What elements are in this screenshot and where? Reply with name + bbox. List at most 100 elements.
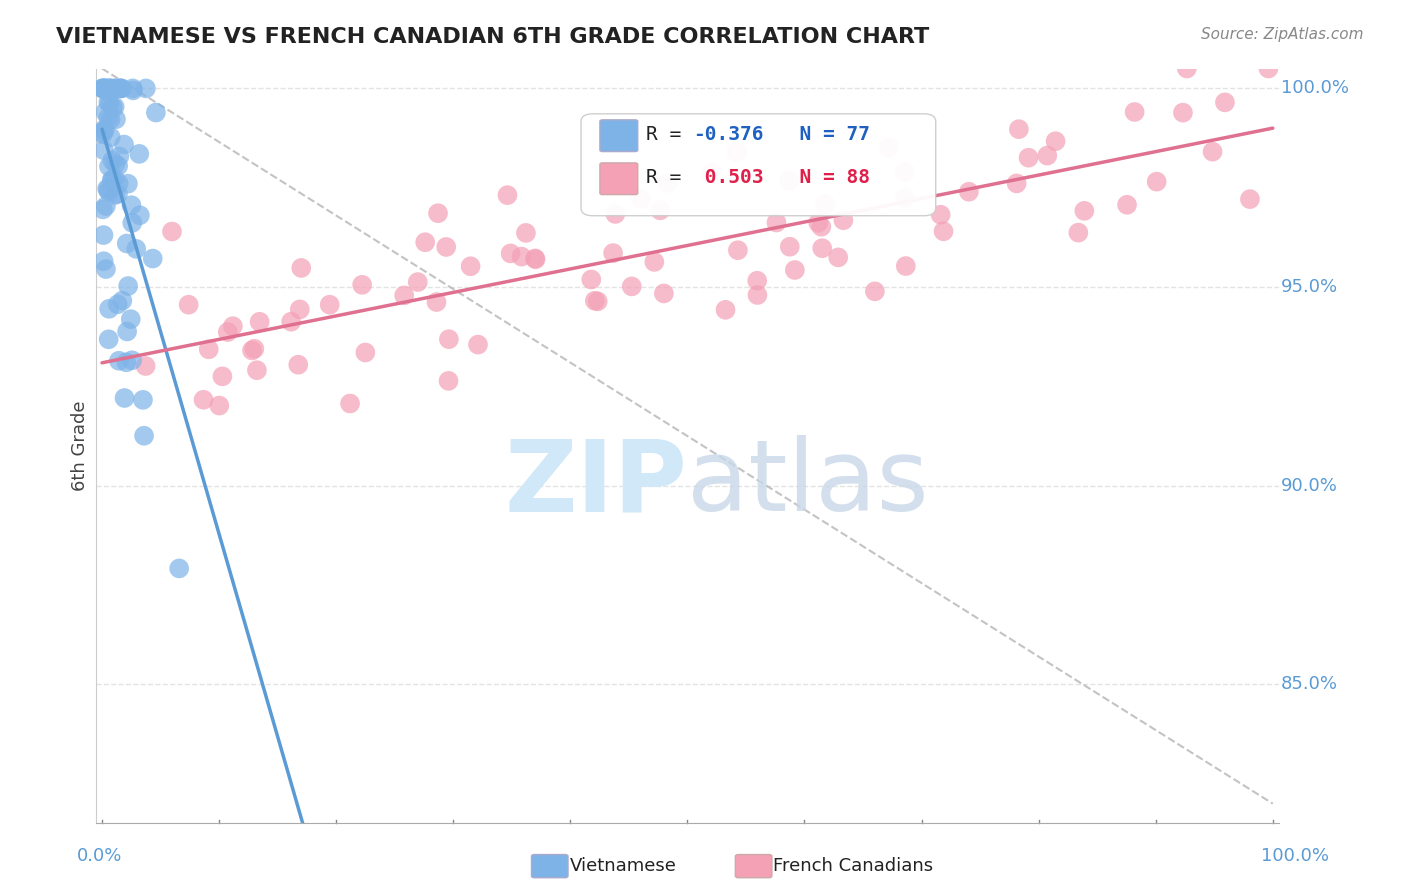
- Point: [832, 213, 855, 227]
- Point: [1116, 198, 1139, 212]
- Point: [93, 122, 115, 136]
- Point: [280, 315, 302, 329]
- Point: [877, 140, 900, 154]
- Point: [120, 198, 142, 212]
- Point: [425, 295, 447, 310]
- Point: [1005, 177, 1028, 191]
- FancyBboxPatch shape: [581, 114, 936, 216]
- Point: [98, 81, 121, 95]
- Point: [167, 561, 190, 575]
- Point: [287, 358, 309, 372]
- Point: [108, 81, 131, 95]
- Point: [747, 288, 769, 302]
- Point: [288, 302, 311, 317]
- Text: R =: R =: [645, 126, 693, 145]
- Point: [1036, 148, 1059, 162]
- Point: [94, 81, 117, 95]
- Point: [104, 171, 127, 186]
- Point: [779, 240, 801, 254]
- Point: [93, 81, 115, 95]
- Point: [108, 149, 131, 163]
- Point: [96, 182, 118, 196]
- Text: N = 77: N = 77: [776, 126, 870, 145]
- Point: [98, 301, 121, 316]
- Point: [108, 81, 131, 95]
- Point: [91, 125, 114, 139]
- Text: Source: ZipAtlas.com: Source: ZipAtlas.com: [1201, 27, 1364, 42]
- Point: [957, 185, 980, 199]
- Point: [249, 315, 271, 329]
- Point: [208, 399, 231, 413]
- Point: [807, 216, 830, 230]
- Point: [1239, 192, 1261, 206]
- Point: [114, 391, 136, 405]
- Point: [1146, 175, 1168, 189]
- Point: [243, 342, 266, 356]
- Point: [125, 242, 148, 256]
- Point: [1018, 151, 1040, 165]
- Point: [100, 130, 122, 145]
- Point: [107, 186, 129, 201]
- Point: [100, 112, 122, 127]
- Point: [193, 392, 215, 407]
- FancyBboxPatch shape: [600, 120, 638, 152]
- Point: [94, 81, 117, 95]
- Point: [1045, 134, 1067, 148]
- Point: [108, 353, 131, 368]
- Y-axis label: 6th Grade: 6th Grade: [72, 401, 89, 491]
- Point: [894, 259, 917, 273]
- Point: [94, 262, 117, 277]
- Text: Vietnamese: Vietnamese: [569, 857, 676, 875]
- Point: [643, 255, 665, 269]
- Point: [894, 165, 917, 179]
- Point: [524, 252, 547, 266]
- Point: [1067, 226, 1090, 240]
- Text: VIETNAMESE VS FRENCH CANADIAN 6TH GRADE CORRELATION CHART: VIETNAMESE VS FRENCH CANADIAN 6TH GRADE …: [56, 27, 929, 46]
- Point: [222, 319, 245, 334]
- Point: [104, 112, 127, 127]
- Point: [437, 374, 460, 388]
- Point: [115, 355, 138, 369]
- Point: [94, 105, 117, 120]
- Point: [727, 243, 749, 257]
- Point: [111, 293, 134, 308]
- Point: [932, 224, 955, 238]
- Point: [650, 203, 672, 218]
- Point: [747, 274, 769, 288]
- Point: [112, 137, 135, 152]
- Point: [413, 235, 436, 250]
- Point: [91, 202, 114, 217]
- Point: [581, 272, 603, 286]
- Point: [434, 240, 457, 254]
- Point: [142, 252, 165, 266]
- Point: [122, 83, 145, 97]
- Point: [97, 185, 120, 199]
- Point: [107, 159, 129, 173]
- Point: [98, 81, 121, 95]
- Point: [117, 279, 139, 293]
- Text: -0.376: -0.376: [693, 126, 763, 145]
- Point: [91, 127, 114, 141]
- Point: [211, 369, 233, 384]
- Point: [929, 208, 952, 222]
- Point: [132, 392, 155, 407]
- Point: [97, 95, 120, 110]
- Point: [121, 353, 143, 368]
- Point: [97, 86, 120, 100]
- Point: [104, 188, 127, 202]
- Point: [91, 81, 114, 95]
- Point: [1123, 105, 1146, 120]
- Point: [1201, 145, 1223, 159]
- Point: [128, 208, 150, 222]
- Point: [135, 359, 157, 373]
- Point: [778, 174, 800, 188]
- Point: [111, 81, 134, 95]
- Point: [510, 250, 533, 264]
- Point: [620, 279, 643, 293]
- Point: [101, 173, 124, 187]
- Point: [427, 206, 450, 220]
- Point: [602, 246, 624, 260]
- Point: [437, 332, 460, 346]
- Point: [583, 293, 606, 308]
- Point: [605, 207, 627, 221]
